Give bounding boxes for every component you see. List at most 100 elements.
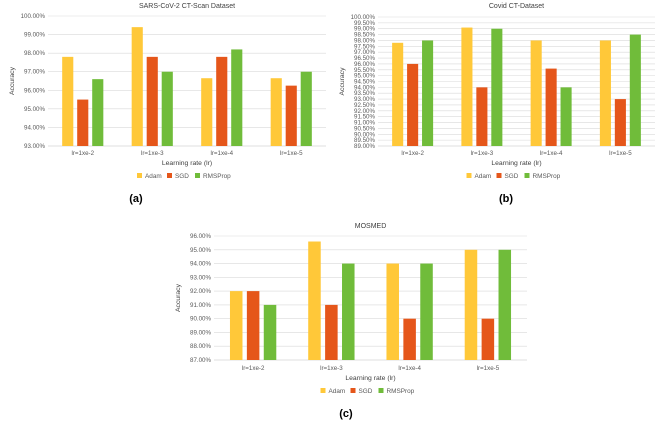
bar-sgd [545, 68, 557, 146]
legend-label-sgd: SGD [359, 388, 373, 395]
chart-mosmed: 87.00% 88.00% 89.00% 90.00% 91.00% 92.00% 93.0… [175, 223, 527, 420]
bar-rmsprop [342, 263, 355, 360]
y-tick-label: 91.00% [190, 302, 211, 309]
x-axis-label: Learning rate (lr) [162, 160, 212, 167]
y-tick-label: 90.00% [354, 131, 375, 138]
y-tick-label: 96.00% [354, 61, 375, 68]
y-tick-label: 99.00% [354, 26, 375, 33]
bar-adam [386, 263, 399, 360]
x-tick-label: lr=1xe-2 [71, 150, 94, 157]
legend-label-adam: Adam [329, 388, 346, 395]
y-tick-label: 97.00% [354, 49, 375, 56]
bar-adam [62, 56, 74, 146]
y-tick-label: 99.50% [354, 20, 375, 27]
bar-rmsprop [263, 304, 277, 360]
y-tick-label: 95.00% [190, 247, 211, 254]
x-tick-label: lr=1xe-4 [398, 365, 421, 372]
y-tick-label: 97.00% [24, 69, 45, 76]
x-tick-label: lr=1xe-2 [242, 365, 265, 372]
y-tick-label: 98.00% [354, 37, 375, 44]
bar-rmsprop [420, 263, 433, 360]
legend-swatch-rmsprop [378, 388, 384, 393]
y-tick-label: 94.50% [354, 79, 375, 86]
bar-sgd [77, 99, 89, 146]
bar-sgd [325, 304, 338, 360]
x-tick-label: lr=1xe-4 [540, 150, 563, 157]
y-tick-label: 95.00% [24, 106, 45, 113]
bar-adam [461, 27, 473, 147]
y-tick-label: 94.00% [24, 124, 45, 131]
y-tick-label: 97.50% [354, 43, 375, 50]
x-axis-label: Learning rate (lr) [491, 160, 541, 167]
legend-swatch-adam [466, 173, 472, 178]
y-tick-label: 93.50% [354, 90, 375, 97]
x-tick-label: lr=1xe-4 [210, 150, 233, 157]
chart-title: SARS-CoV-2 CT-Scan Dataset [139, 3, 235, 10]
bar-adam [392, 42, 404, 146]
y-tick-label: 96.50% [354, 55, 375, 62]
y-tick-label: 93.00% [24, 143, 45, 150]
y-axis-label: Accuracy [9, 66, 16, 95]
x-tick-label: lr=1xe-5 [280, 150, 303, 157]
chart-title: Covid CT-Dataset [489, 3, 544, 10]
bar-adam [464, 249, 478, 360]
chart-covid-ct: 89.00%89.50%90.00%90.50%91.00%91.50%92.0… [339, 3, 655, 205]
bar-adam [201, 78, 213, 146]
panel-label: (b) [499, 193, 513, 205]
chart-title: MOSMED [355, 223, 387, 230]
y-tick-label: 100.00% [21, 13, 46, 20]
y-axis-label: Accuracy [339, 67, 346, 96]
bar-sgd [146, 56, 158, 146]
bar-sgd [407, 63, 419, 147]
bar-rmsprop [92, 79, 104, 146]
y-tick-label: 98.00% [24, 50, 45, 57]
y-tick-label: 90.00% [190, 316, 211, 323]
bar-sgd [481, 318, 495, 360]
chart-sars-cov-2: 93.00% 94.00% 95.00% 96.00% 97.00% 98.00% 99.0… [9, 3, 326, 205]
legend-swatch-rmsprop [195, 173, 200, 178]
bar-sgd [403, 318, 416, 360]
bar-adam [131, 27, 143, 147]
y-tick-label: 89.00% [354, 143, 375, 150]
y-tick-label: 88.00% [190, 343, 211, 350]
legend-swatch-adam [320, 388, 326, 393]
y-tick-label: 92.50% [354, 102, 375, 109]
y-tick-label: 94.00% [354, 84, 375, 91]
bar-rmsprop [560, 87, 572, 146]
y-tick-label: 91.50% [354, 114, 375, 121]
bar-rmsprop [498, 249, 512, 360]
y-tick-label: 94.00% [190, 261, 211, 268]
legend-swatch-rmsprop [524, 173, 530, 178]
panel-label: (c) [339, 408, 353, 420]
y-tick-label: 89.50% [354, 137, 375, 144]
y-tick-label: 87.00% [190, 357, 211, 364]
y-axis-label: Accuracy [175, 283, 182, 312]
y-tick-label: 98.50% [354, 32, 375, 39]
y-tick-label: 90.50% [354, 125, 375, 132]
y-tick-label: 95.50% [354, 67, 375, 74]
bar-adam [599, 40, 611, 146]
legend-label-rmsprop: RMSProp [387, 388, 415, 395]
legend-label-sgd: SGD [175, 173, 189, 180]
x-tick-label: lr=1xe-2 [401, 150, 424, 157]
legend-swatch-sgd [496, 173, 502, 178]
y-tick-label: 93.00% [354, 96, 375, 103]
y-tick-label: 91.00% [354, 120, 375, 127]
x-axis-label: Learning rate (lr) [345, 375, 395, 382]
bar-sgd [216, 56, 228, 146]
bar-sgd [285, 85, 297, 146]
y-tick-label: 96.00% [190, 233, 211, 240]
x-tick-label: lr=1xe-5 [609, 150, 632, 157]
legend-swatch-sgd [350, 388, 356, 393]
bar-sgd [476, 87, 488, 146]
legend-label-rmsprop: RMSProp [203, 173, 231, 180]
x-tick-label: lr=1xe-5 [477, 365, 500, 372]
x-tick-label: lr=1xe-3 [320, 365, 343, 372]
y-tick-label: 92.00% [354, 108, 375, 115]
bar-rmsprop [300, 71, 312, 146]
bar-adam [308, 241, 321, 360]
panel-label: (a) [129, 193, 143, 205]
y-tick-label: 99.00% [24, 32, 45, 39]
bar-rmsprop [629, 34, 641, 146]
legend-label-rmsprop: RMSProp [533, 173, 561, 180]
